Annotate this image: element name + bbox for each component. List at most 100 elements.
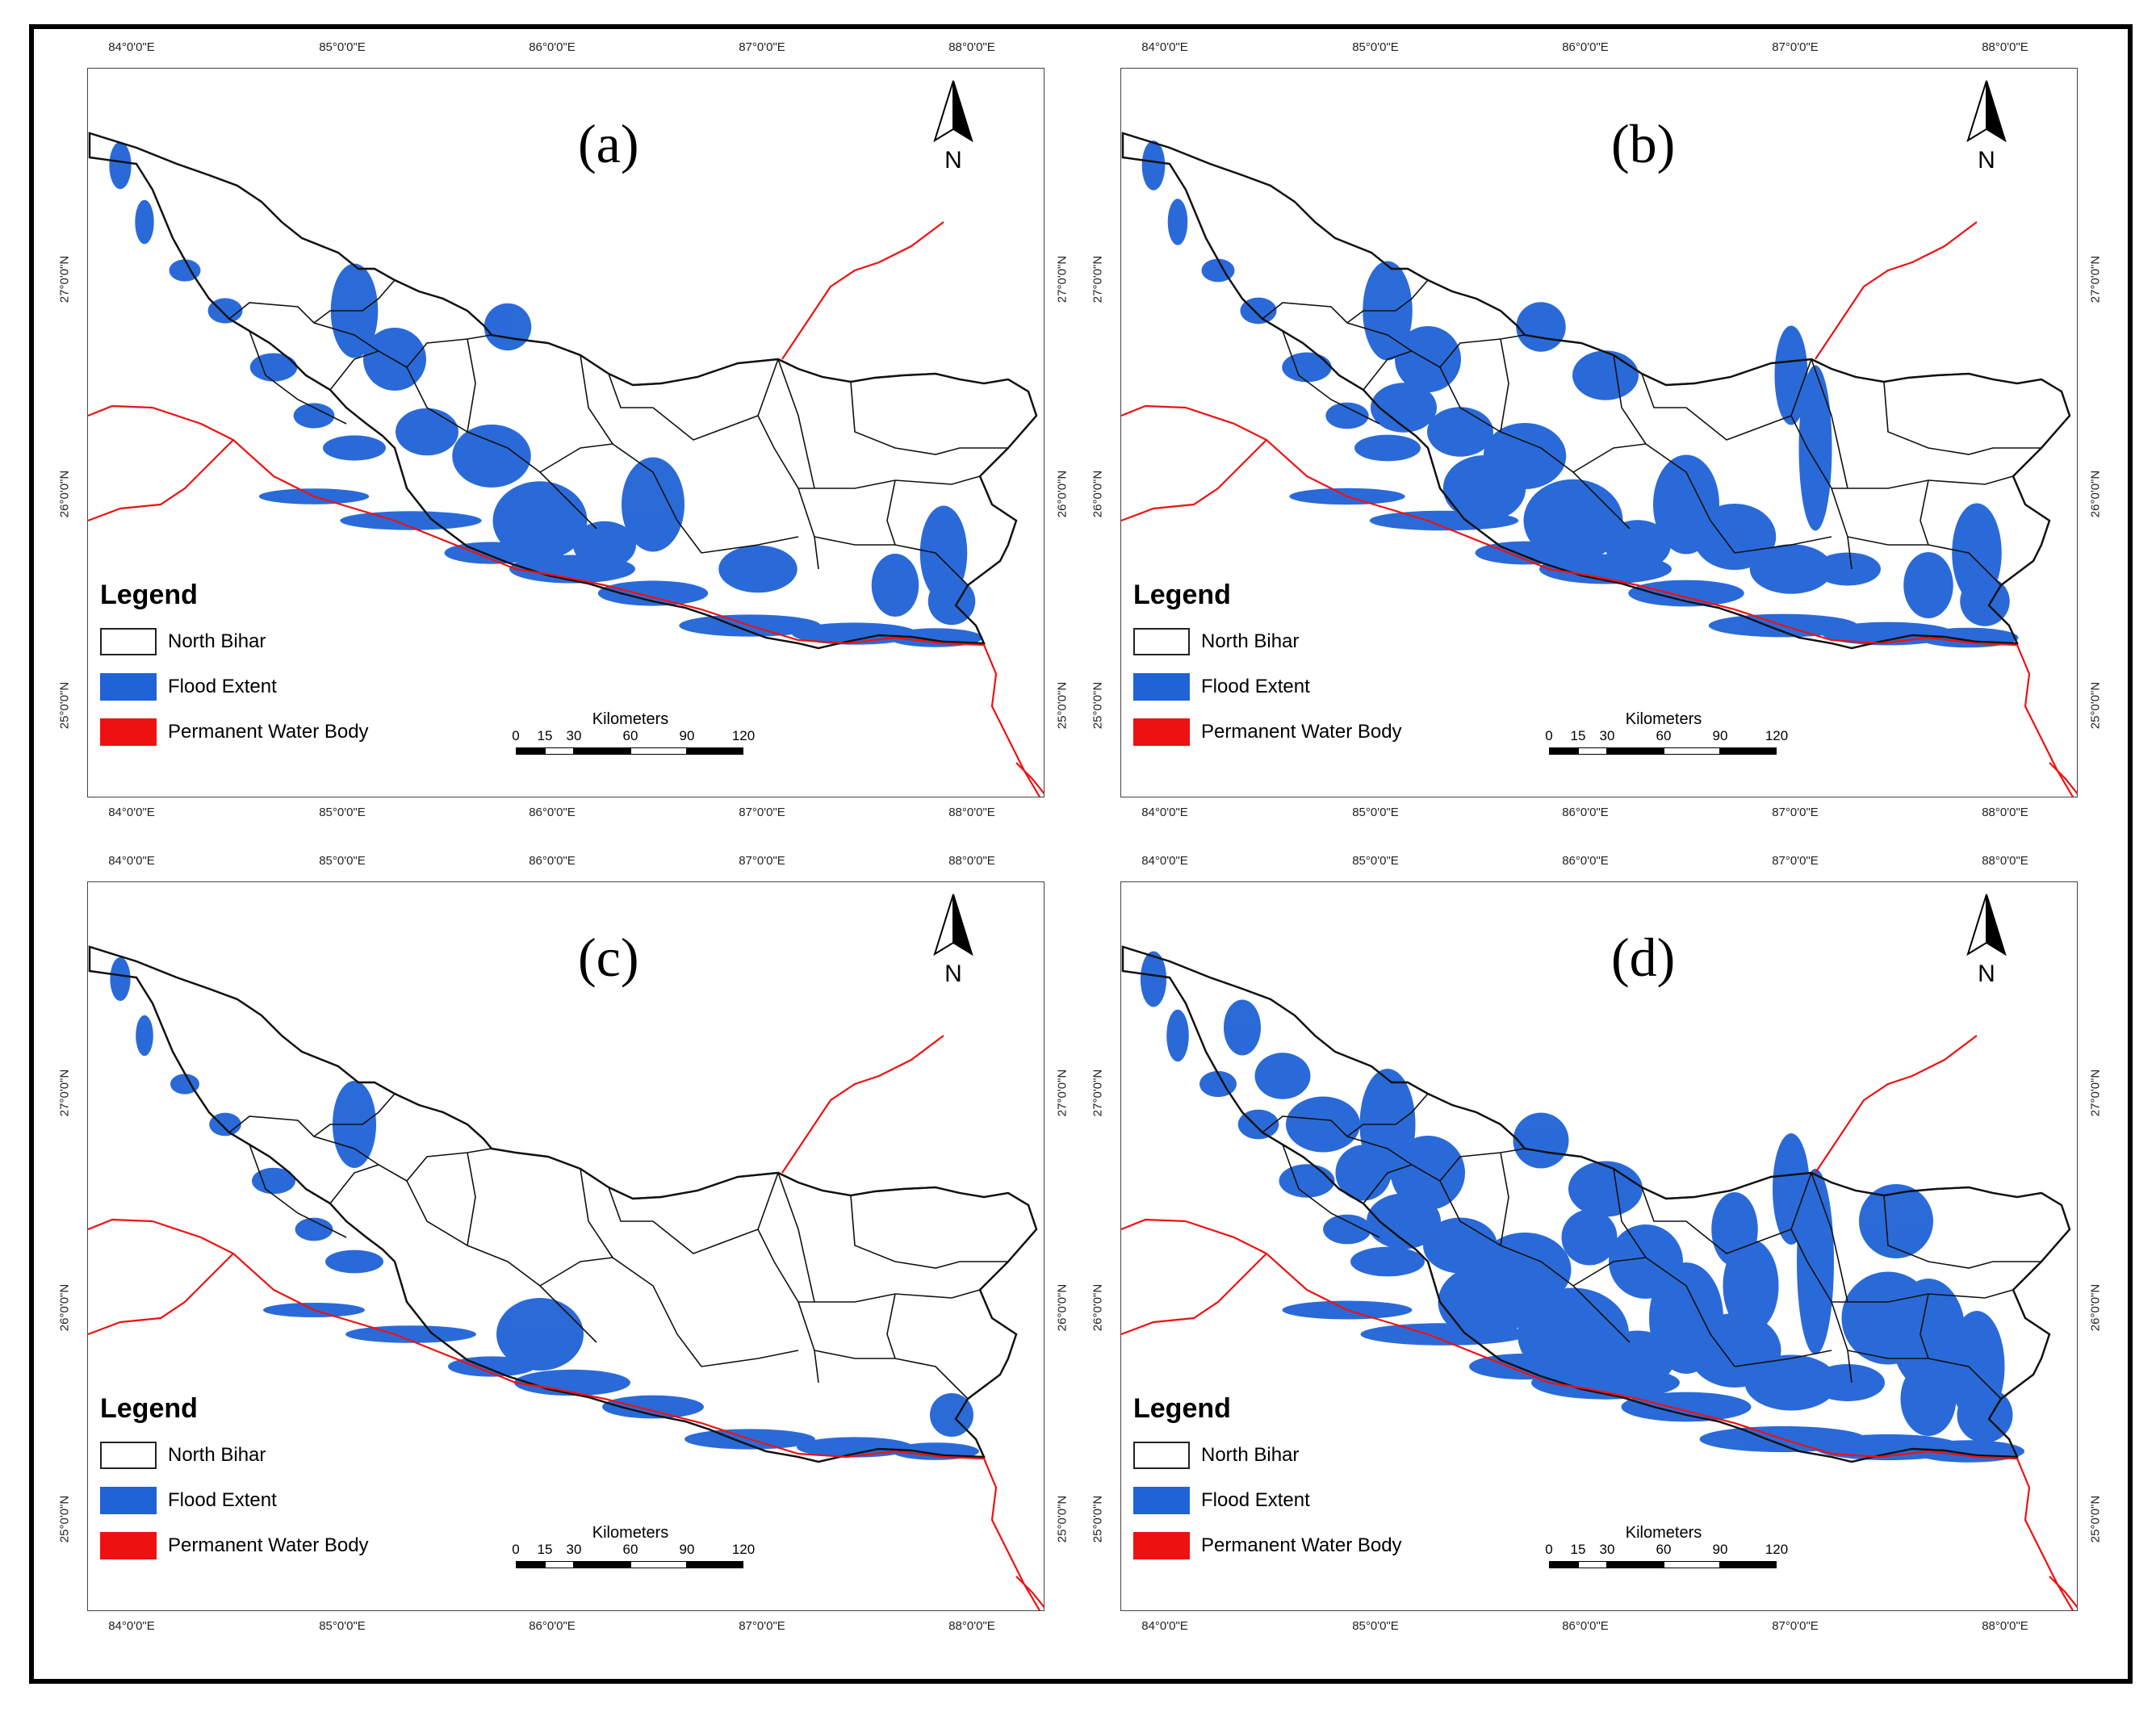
- district-line: [1282, 1144, 1380, 1238]
- longitude-tick-top: 85°0'0"E: [319, 854, 366, 868]
- flood-patch: [1744, 1354, 1838, 1411]
- district-boundaries: [228, 1093, 1008, 1400]
- longitude-tick-top: 84°0'0"E: [1141, 40, 1188, 54]
- flood-patch: [396, 408, 458, 456]
- north-arrow-icon: N: [1958, 77, 2015, 174]
- scale-segment: [1664, 747, 1720, 755]
- district-line: [777, 358, 815, 489]
- district-line: [1572, 443, 1647, 473]
- legend-item-flood-extent: Flood Extent: [100, 1478, 369, 1523]
- scale-tick: 90: [1712, 728, 1728, 743]
- longitude-tick-bottom: 85°0'0"E: [319, 806, 366, 819]
- district-line: [1685, 1172, 1812, 1254]
- scale-tick: 15: [1570, 728, 1586, 743]
- district-line: [886, 479, 896, 546]
- legend-swatch: [100, 628, 157, 655]
- scale-tick: 0: [512, 728, 520, 743]
- scale-tick: 30: [1599, 728, 1615, 743]
- map-panel-b: 84°0'0"E 84°0'0"E 85°0'0"E 85°0'0"E 86°0'0"E…: [1062, 29, 2120, 841]
- district-line: [850, 1195, 1008, 1269]
- scale-segment: [516, 747, 545, 755]
- longitude-tick-bottom: 87°0'0"E: [1772, 806, 1819, 819]
- legend-label: North Bihar: [1201, 630, 1300, 652]
- legend-label: North Bihar: [1201, 1444, 1300, 1466]
- district-line: [701, 536, 799, 554]
- flood-patch: [1711, 1192, 1758, 1266]
- river-line: [152, 1220, 1041, 1610]
- scale-tick: 30: [566, 1542, 582, 1557]
- district-line: [1282, 330, 1380, 425]
- district-line: [467, 1152, 476, 1246]
- scale-segment: [630, 747, 687, 755]
- river-line: [88, 1253, 234, 1336]
- flood-patch: [1561, 1209, 1618, 1266]
- north-arrow-icon: N: [925, 891, 982, 988]
- river-line: [1015, 1576, 1044, 1609]
- north-label: N: [1978, 961, 1995, 987]
- longitude-tick-bottom: 88°0'0"E: [948, 806, 995, 819]
- flood-patch: [1605, 520, 1671, 570]
- scale-segment: [630, 1561, 687, 1568]
- legend-swatch: [100, 1532, 157, 1559]
- latitude-tick-right: 26°0'0"N: [2088, 1283, 2103, 1332]
- scale-tick: 30: [566, 728, 582, 743]
- district-line: [1811, 358, 1848, 489]
- district-line: [329, 1164, 379, 1204]
- flood-patch: [252, 1167, 295, 1195]
- longitude-tick-top: 85°0'0"E: [1352, 854, 1399, 868]
- figure-frame: [29, 24, 2133, 1684]
- flood-patch: [209, 1112, 241, 1136]
- panel-label: (a): [578, 113, 639, 174]
- flood-patch: [1395, 326, 1461, 392]
- scale-tick: 15: [537, 1542, 553, 1557]
- scale-tick: 60: [1656, 728, 1672, 743]
- flood-patch: [1798, 365, 1832, 531]
- legend-swatch: [1133, 1442, 1190, 1469]
- district-line: [652, 1172, 779, 1254]
- district-line: [701, 1350, 799, 1367]
- latitude-tick-left: 27°0'0"N: [1091, 255, 1105, 303]
- flood-patch: [325, 1249, 383, 1274]
- longitude-tick-bottom: 84°0'0"E: [108, 1619, 155, 1633]
- scale-tick: 90: [679, 1542, 695, 1557]
- river-line: [1185, 406, 2074, 797]
- flood-patch: [1254, 1053, 1311, 1099]
- district-line: [1734, 536, 1832, 554]
- legend-swatch: [1133, 628, 1190, 655]
- longitude-tick-bottom: 84°0'0"E: [1141, 1619, 1188, 1633]
- longitude-tick-bottom: 88°0'0"E: [948, 1619, 995, 1633]
- legend-label: Permanent Water Body: [1201, 1534, 1402, 1556]
- legend-title: Legend: [1133, 580, 1231, 610]
- flood-extent-layer: [1141, 140, 2019, 648]
- district-line: [406, 334, 492, 368]
- flood-patch: [919, 505, 968, 601]
- scale-tick: 120: [1765, 728, 1789, 743]
- river-line: [152, 406, 1041, 797]
- legend-swatch: [1133, 1487, 1190, 1514]
- legend-item-permanent-water-body: Permanent Water Body: [1133, 1523, 1402, 1568]
- legend: Legend North Bihar Flood Extent Permanent W…: [100, 1393, 369, 1568]
- scale-segment: [1549, 747, 1578, 755]
- longitude-tick-top: 87°0'0"E: [1772, 854, 1819, 868]
- district-line: [608, 1187, 653, 1222]
- district-line: [313, 1093, 396, 1137]
- permanent-water-layer: [88, 221, 1044, 797]
- flood-patch: [1286, 1096, 1360, 1153]
- legend-label: Flood Extent: [168, 676, 277, 697]
- flood-patch: [1903, 552, 1953, 618]
- north-arrow-icon: N: [1958, 891, 2015, 988]
- scale-tick: 0: [1545, 728, 1553, 743]
- flood-patch: [597, 580, 709, 606]
- legend-label: Permanent Water Body: [168, 1534, 369, 1556]
- map-panel-a: 84°0'0"E 84°0'0"E 85°0'0"E 85°0'0"E 86°0'0"E…: [29, 29, 1086, 841]
- flood-patch: [169, 259, 201, 282]
- district-line: [1346, 1093, 1429, 1137]
- flood-patch: [1568, 1161, 1643, 1217]
- flood-patch: [136, 1015, 153, 1057]
- flood-patch: [1140, 951, 1167, 1007]
- flood-patch: [170, 1074, 199, 1095]
- district-line: [608, 373, 653, 408]
- legend-item-north-bihar: North Bihar: [1133, 1433, 1402, 1478]
- legend: Legend North Bihar Flood Extent Permanent W…: [100, 580, 369, 755]
- scale-tick: 120: [731, 728, 756, 743]
